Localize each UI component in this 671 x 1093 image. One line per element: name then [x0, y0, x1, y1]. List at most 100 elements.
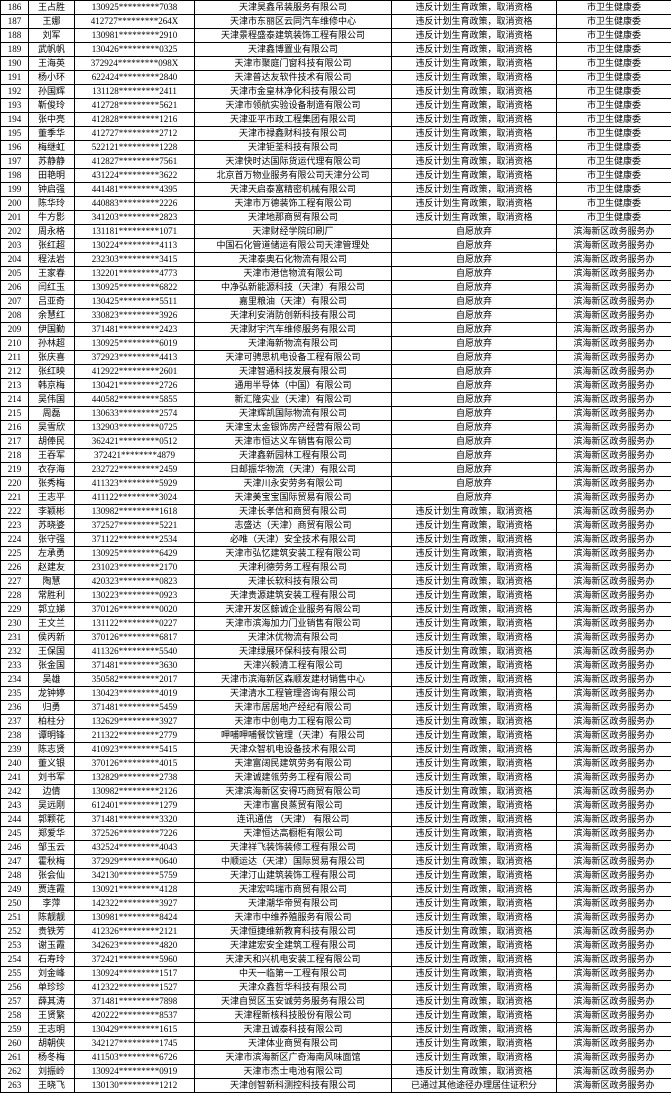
- person-name: 韩京梅: [29, 379, 75, 393]
- department: 滨海新区政务服务办: [557, 743, 671, 757]
- person-name: 赵建友: [29, 561, 75, 575]
- person-name: 苏晓婆: [29, 519, 75, 533]
- id-number: 342127*********1745: [75, 1037, 195, 1051]
- id-number: 622424*********2840: [75, 71, 195, 85]
- department: 滨海新区政务服务办: [557, 407, 671, 421]
- id-number: 440883*********2226: [75, 197, 195, 211]
- person-name: 归勇: [29, 701, 75, 715]
- reason: 违反计划生育政策，取消资格: [392, 1009, 557, 1023]
- person-name: 刘书军: [29, 771, 75, 785]
- department: 滨海新区政务服务办: [557, 981, 671, 995]
- department: 滨海新区政务服务办: [557, 813, 671, 827]
- reason: 违反计划生育政策，取消资格: [392, 99, 557, 113]
- id-number: 420222*********8537: [75, 1009, 195, 1023]
- reason: 违反计划生育政策，取消资格: [392, 715, 557, 729]
- person-name: 刘振岭: [29, 1065, 75, 1079]
- row-number: 261: [1, 1051, 29, 1065]
- row-number: 214: [1, 393, 29, 407]
- organization: 天津众智机电设备技术有限公司: [195, 743, 392, 757]
- reason: 违反计划生育政策，取消资格: [392, 673, 557, 687]
- id-number: 432524*********4043: [75, 841, 195, 855]
- department: 滨海新区政务服务办: [557, 533, 671, 547]
- person-name: 王志明: [29, 1023, 75, 1037]
- id-number: 130223*********0923: [75, 589, 195, 603]
- row-number: 193: [1, 99, 29, 113]
- organization: 呷哺呷哺餐饮管理（天津）有限公司: [195, 729, 392, 743]
- department: 滨海新区政务服务办: [557, 925, 671, 939]
- id-number: 522121*********1228: [75, 141, 195, 155]
- organization: 天津景程盛泰建筑装饰工程有限公司: [195, 29, 392, 43]
- table-row: 228常胜利130223*********0923天津贵源建筑安装工程有限公司违…: [1, 589, 671, 603]
- row-number: 187: [1, 15, 29, 29]
- id-number: 342130*********5759: [75, 869, 195, 883]
- department: 市卫生健康委: [557, 169, 671, 183]
- person-name: 张红超: [29, 239, 75, 253]
- reason: 违反计划生育政策，取消资格: [392, 533, 557, 547]
- person-name: 张庆喜: [29, 351, 75, 365]
- person-name: 谢玉霞: [29, 939, 75, 953]
- row-number: 258: [1, 1009, 29, 1023]
- person-name: 董季华: [29, 127, 75, 141]
- id-number: 411326*********5540: [75, 645, 195, 659]
- row-number: 204: [1, 253, 29, 267]
- person-name: 贵铁芳: [29, 925, 75, 939]
- department: 滨海新区政务服务办: [557, 365, 671, 379]
- row-number: 190: [1, 57, 29, 71]
- department: 滨海新区政务服务办: [557, 491, 671, 505]
- organization: 天津市恒达义车销售有限公司: [195, 435, 392, 449]
- table-row: 259王志明130429*********1615天津丑诚泰科技有限公司违反计划…: [1, 1023, 671, 1037]
- table-row: 219衣存海232722*********2459日邮振华物流（天津）有限公司自…: [1, 463, 671, 477]
- reason: 违反计划生育政策，取消资格: [392, 505, 557, 519]
- person-name: 程法岩: [29, 253, 75, 267]
- reason: 违反计划生育政策，取消资格: [392, 589, 557, 603]
- table-row: 194张中亮412828*********1216天津亚平市政工程集团有限公司违…: [1, 113, 671, 127]
- department: 滨海新区政务服务办: [557, 659, 671, 673]
- organization: 天津长软科技有限公司: [195, 575, 392, 589]
- id-number: 412728*********5621: [75, 99, 195, 113]
- organization: 天津快时达国际货运代理有限公司: [195, 155, 392, 169]
- id-number: 412828*********1216: [75, 113, 195, 127]
- row-number: 255: [1, 967, 29, 981]
- department: 滨海新区政务服务办: [557, 855, 671, 869]
- table-row: 214吴伟国440582*********5855新汇隆实业（天津）有限公司自愿…: [1, 393, 671, 407]
- table-row: 224张守强371122*********2534必唯（天津）安全技术有限公司违…: [1, 533, 671, 547]
- person-name: 张守强: [29, 533, 75, 547]
- table-row: 227陶慧420323*********0823天津长软科技有限公司违反计划生育…: [1, 575, 671, 589]
- department: 滨海新区政务服务办: [557, 995, 671, 1009]
- organization: 天津体业商贸有限公司: [195, 1037, 392, 1051]
- person-name: 王晓飞: [29, 1079, 75, 1093]
- person-name: 郑爱华: [29, 827, 75, 841]
- department: 滨海新区政务服务办: [557, 477, 671, 491]
- organization: 天津市万德装饰工程有限公司: [195, 197, 392, 211]
- organization: 天津绿展环保科技有限公司: [195, 645, 392, 659]
- department: 滨海新区政务服务办: [557, 645, 671, 659]
- row-number: 240: [1, 757, 29, 771]
- department: 滨海新区政务服务办: [557, 575, 671, 589]
- id-number: 132201*********4773: [75, 267, 195, 281]
- row-number: 233: [1, 659, 29, 673]
- department: 滨海新区政务服务办: [557, 841, 671, 855]
- row-number: 220: [1, 477, 29, 491]
- row-number: 225: [1, 547, 29, 561]
- person-name: 陈华玲: [29, 197, 75, 211]
- department: 市卫生健康委: [557, 183, 671, 197]
- department: 市卫生健康委: [557, 197, 671, 211]
- id-number: 440582*********5855: [75, 393, 195, 407]
- reason: 自愿放弃: [392, 351, 557, 365]
- department: 滨海新区政务服务办: [557, 1023, 671, 1037]
- row-number: 198: [1, 169, 29, 183]
- person-name: 张金国: [29, 659, 75, 673]
- organization: 天津市中创电力工程有限公司: [195, 715, 392, 729]
- department: 滨海新区政务服务办: [557, 1079, 671, 1093]
- department: 市卫生健康委: [557, 43, 671, 57]
- id-number: 412322*********1527: [75, 981, 195, 995]
- person-name: 田艳明: [29, 169, 75, 183]
- person-name: 王娜: [29, 15, 75, 29]
- row-number: 212: [1, 365, 29, 379]
- organization: 天津市聚庭门窗科技有限公司: [195, 57, 392, 71]
- row-number: 227: [1, 575, 29, 589]
- organization: 天津众鑫哲华科技有限公司: [195, 981, 392, 995]
- reason: 违反计划生育政策，取消资格: [392, 15, 557, 29]
- id-number: 411323*********5929: [75, 477, 195, 491]
- table-row: 238谭明锋211322*********2779呷哺呷哺餐饮管理（天津）有限公…: [1, 729, 671, 743]
